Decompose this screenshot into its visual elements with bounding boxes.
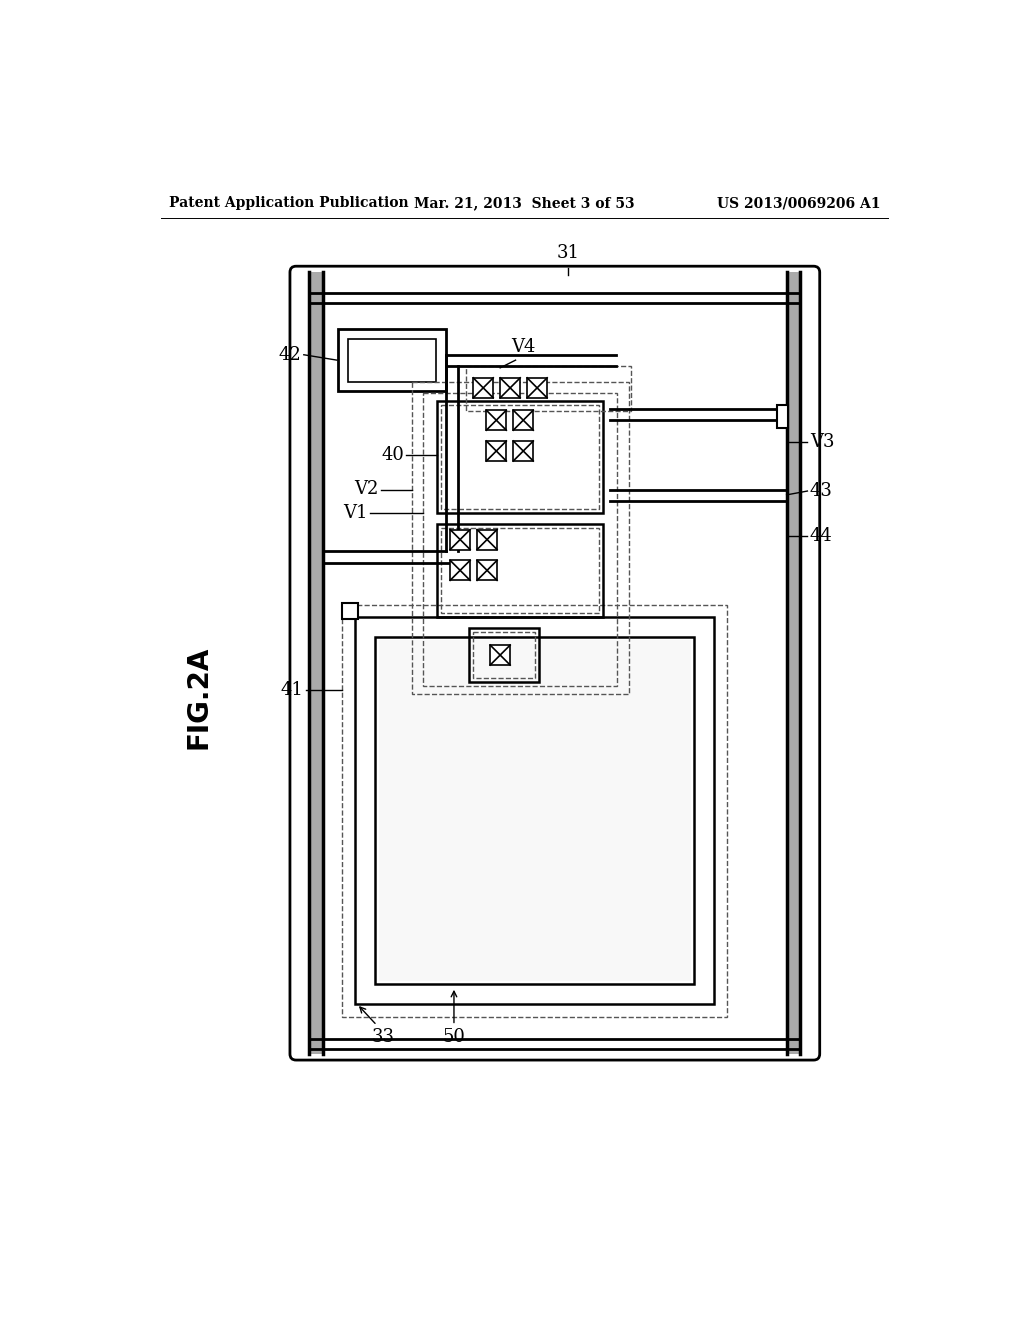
Bar	[342, 603, 357, 619]
Bar	[441, 528, 599, 612]
Bar	[355, 618, 714, 1003]
Text: 43: 43	[810, 482, 833, 500]
Bar	[469, 628, 539, 682]
Bar	[473, 632, 535, 678]
Bar	[423, 393, 617, 686]
Bar	[477, 529, 497, 549]
Bar	[309, 272, 323, 1053]
Bar	[451, 529, 470, 549]
Bar	[466, 367, 631, 411]
Text: 50: 50	[442, 1028, 465, 1047]
Text: 31: 31	[556, 244, 580, 263]
Bar	[437, 401, 602, 512]
Text: Patent Application Publication: Patent Application Publication	[169, 197, 409, 210]
Bar	[379, 640, 691, 981]
Bar	[342, 605, 727, 1016]
Text: US 2013/0069206 A1: US 2013/0069206 A1	[717, 197, 881, 210]
Bar	[451, 560, 470, 581]
Text: V4: V4	[511, 338, 536, 356]
Text: V1: V1	[343, 504, 368, 521]
Bar	[412, 381, 629, 693]
Bar	[441, 405, 599, 508]
Bar	[437, 524, 602, 616]
Text: FIG.2A: FIG.2A	[184, 645, 212, 748]
Bar	[376, 638, 694, 983]
Text: 42: 42	[279, 346, 301, 364]
Bar	[339, 330, 446, 391]
Bar	[486, 411, 506, 430]
Text: 41: 41	[281, 681, 304, 698]
Bar	[500, 378, 520, 397]
Bar	[513, 411, 534, 430]
Bar	[513, 441, 534, 461]
Bar	[486, 441, 506, 461]
Bar	[348, 339, 436, 381]
Text: V2: V2	[354, 480, 379, 499]
Bar	[786, 272, 801, 1053]
Bar	[527, 378, 547, 397]
Text: 33: 33	[372, 1028, 394, 1047]
Bar	[490, 645, 510, 665]
Bar	[473, 378, 494, 397]
Text: Mar. 21, 2013  Sheet 3 of 53: Mar. 21, 2013 Sheet 3 of 53	[415, 197, 635, 210]
Bar	[777, 405, 788, 428]
Text: 44: 44	[810, 527, 833, 545]
Text: V3: V3	[810, 433, 835, 450]
Text: 40: 40	[381, 446, 403, 463]
Bar	[477, 560, 497, 581]
